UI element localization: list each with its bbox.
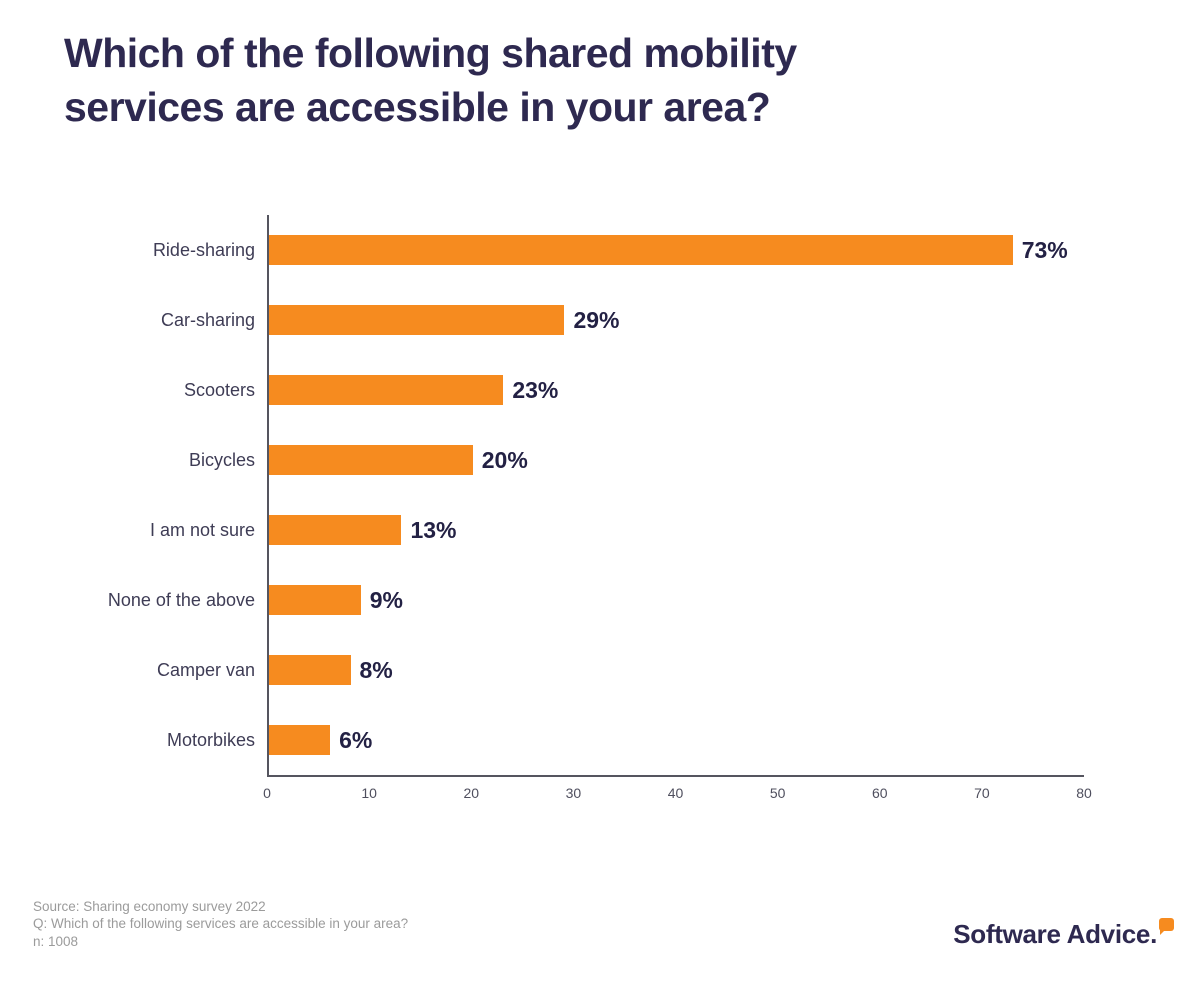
bar bbox=[269, 235, 1013, 265]
category-label: Motorbikes bbox=[166, 729, 255, 750]
footer-source: Source: Sharing economy survey 2022 bbox=[33, 899, 266, 914]
x-tick-label: 10 bbox=[361, 785, 377, 801]
bar bbox=[269, 515, 402, 545]
bar bbox=[269, 375, 504, 405]
x-tick-label: 0 bbox=[263, 785, 271, 801]
chart-row: None of the above 9% bbox=[0, 565, 1084, 635]
page-title: Which of the following shared mobility s… bbox=[64, 26, 797, 134]
bar bbox=[269, 725, 331, 755]
chart-row: Ride-sharing 73% bbox=[0, 215, 1084, 285]
plot-area: 8% bbox=[267, 635, 1084, 705]
value-label: 6% bbox=[339, 726, 373, 753]
plot-area: 9% bbox=[267, 565, 1084, 635]
page-title-line1: Which of the following shared mobility bbox=[64, 30, 797, 76]
category-label: Scooters bbox=[183, 379, 255, 400]
category-label: I am not sure bbox=[149, 519, 255, 540]
value-label: 29% bbox=[573, 306, 620, 333]
page-title-line2: services are accessible in your area? bbox=[64, 84, 771, 131]
x-tick-label: 30 bbox=[565, 785, 582, 801]
category-label: Bicycles bbox=[188, 449, 255, 470]
x-tick-label: 50 bbox=[769, 785, 786, 801]
bar bbox=[269, 445, 473, 475]
x-tick-label: 60 bbox=[871, 785, 888, 801]
bar-chart: Ride-sharing 73% Car-sharing 29% Scooters 23%… bbox=[0, 215, 1092, 809]
footer-sample-size: n: 1008 bbox=[33, 933, 79, 949]
category-label: Car-sharing bbox=[160, 309, 255, 330]
logo-text: Software Advice bbox=[953, 919, 1151, 949]
x-tick-label: 70 bbox=[974, 785, 990, 801]
plot-area: 13% bbox=[267, 495, 1084, 565]
chart-row: Bicycles 20% bbox=[0, 425, 1084, 495]
x-tick-label: 80 bbox=[1076, 785, 1092, 801]
chart-row: Motorbikes 6% bbox=[0, 705, 1084, 775]
footer-notes: Source: Sharing economy survey 2022 Q: W… bbox=[33, 898, 408, 950]
bar bbox=[269, 655, 351, 685]
bar bbox=[269, 585, 361, 615]
bar-chart-rows: Ride-sharing 73% Car-sharing 29% Scooters 23%… bbox=[0, 215, 1084, 775]
chart-row: I am not sure 13% bbox=[0, 495, 1084, 565]
x-axis: 0 10 20 30 40 50 60 70 80 bbox=[263, 775, 1092, 809]
value-label: 13% bbox=[410, 516, 457, 543]
value-label: 73% bbox=[1021, 236, 1068, 263]
plot-area: 6% bbox=[267, 705, 1084, 775]
logo-period: . bbox=[1150, 919, 1157, 949]
value-label: 23% bbox=[512, 376, 559, 403]
plot-area: 23% bbox=[267, 355, 1084, 425]
plot-area: 73% bbox=[267, 215, 1084, 285]
footer-question: Q: Which of the following services are a… bbox=[33, 916, 409, 932]
chart-row: Car-sharing 29% bbox=[0, 285, 1084, 355]
category-label: Camper van bbox=[156, 659, 255, 680]
software-advice-logo: Software Advice. bbox=[953, 918, 1174, 950]
bar bbox=[269, 305, 565, 335]
plot-area: 29% bbox=[267, 285, 1084, 355]
value-label: 8% bbox=[359, 656, 393, 683]
chart-row: Camper van 8% bbox=[0, 635, 1084, 705]
logo-speech-bubble-icon bbox=[1159, 918, 1174, 935]
x-tick-label: 20 bbox=[463, 785, 480, 801]
category-label: None of the above bbox=[107, 589, 255, 610]
plot-area: 20% bbox=[267, 425, 1084, 495]
x-tick-label: 40 bbox=[667, 785, 684, 801]
chart-row: Scooters 23% bbox=[0, 355, 1084, 425]
value-label: 9% bbox=[369, 586, 403, 613]
value-label: 20% bbox=[481, 446, 528, 473]
category-label: Ride-sharing bbox=[152, 239, 255, 260]
